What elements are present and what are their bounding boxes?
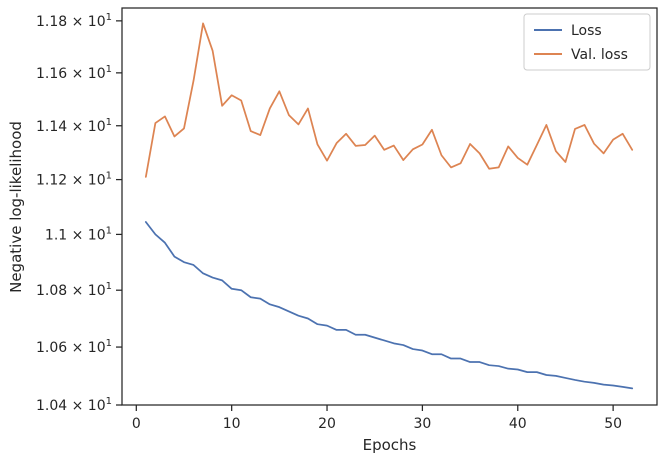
legend-box: [523, 13, 651, 71]
y-tick-label: 1.14 × 101: [36, 117, 112, 135]
y-axis: 1.04 × 101 1.06 × 101 1.08 × 101 1.1 × 101 1…: [36, 12, 122, 414]
y-tick-label: 1.06 × 101: [36, 338, 112, 356]
y-tick-label: 1.16 × 101: [36, 64, 112, 82]
series-group: [144, 22, 634, 390]
legend-label-val-loss: Val. loss: [571, 47, 628, 63]
y-tick-label: 1.1 × 101: [45, 225, 112, 243]
x-tick-label: 10: [223, 416, 241, 432]
y-tick-label: 1.12 × 101: [36, 171, 112, 189]
x-tick-label: 40: [509, 416, 527, 432]
x-tick-label: 50: [604, 416, 622, 432]
legend: Loss Val. loss: [523, 13, 651, 71]
y-tick-label: 1.18 × 101: [36, 12, 112, 30]
x-tick-label: 0: [132, 416, 141, 432]
y-tick-label: 1.04 × 101: [36, 396, 112, 414]
loss-series-line: [144, 221, 634, 390]
x-axis-label: Epochs: [363, 436, 417, 454]
val-loss-series-line: [144, 22, 634, 178]
y-tick-label: 1.08 × 101: [36, 281, 112, 299]
y-axis-label: Negative log-likelihood: [7, 121, 25, 293]
x-tick-label: 30: [413, 416, 431, 432]
x-axis: 0 10 20 30 40 50: [132, 405, 622, 432]
x-tick-label: 20: [318, 416, 336, 432]
plot-area: [121, 7, 658, 406]
legend-label-loss: Loss: [571, 23, 602, 39]
plot-frame: [121, 7, 658, 406]
